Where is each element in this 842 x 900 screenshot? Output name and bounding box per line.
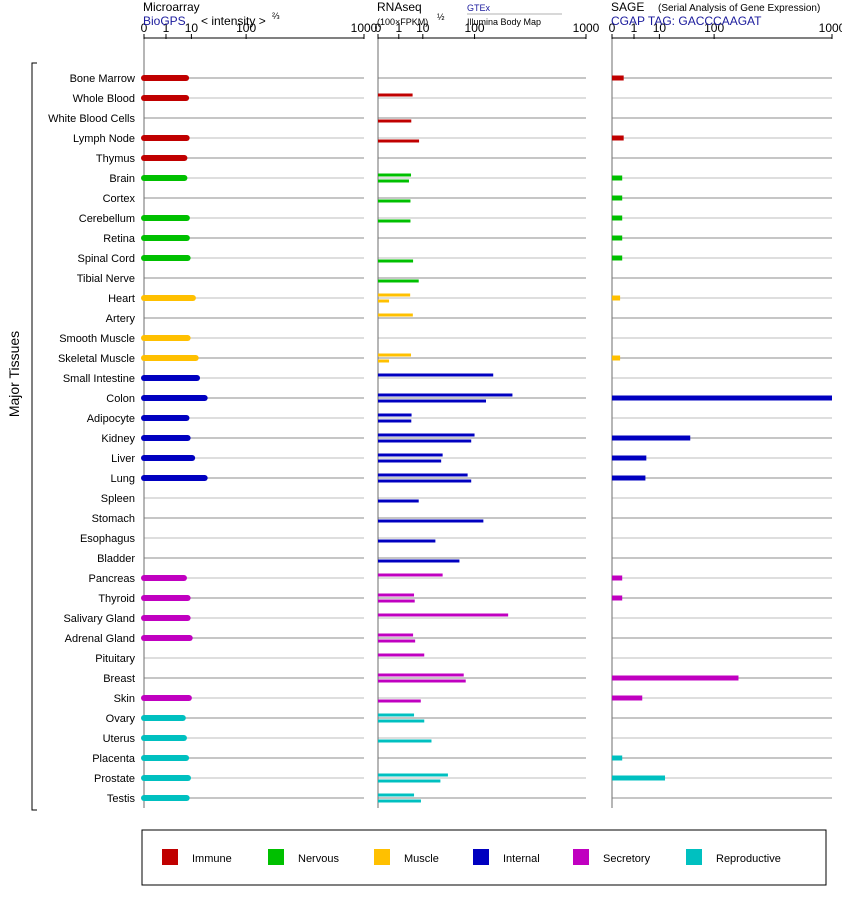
sage-header: SAGE (Serial Analysis of Gene Expression…	[611, 0, 820, 28]
tissue-label: Brain	[109, 173, 135, 185]
tick-label: 0	[375, 21, 382, 35]
tissue-label: Skeletal Muscle	[58, 353, 135, 365]
tissue-label: Spleen	[101, 493, 135, 505]
tissue-label: Liver	[111, 453, 135, 465]
legend-label: Reproductive	[716, 853, 781, 865]
legend-label: Immune	[192, 853, 232, 865]
tissue-label: Tibial Nerve	[77, 273, 135, 285]
y-axis-bracket	[31, 62, 37, 811]
tissue-label: Breast	[103, 673, 135, 685]
tick-label: 10	[653, 21, 667, 35]
legend-swatch	[162, 849, 178, 865]
tick-label: 100	[465, 21, 485, 35]
rnaseq-gtex-label: GTEx	[467, 3, 491, 13]
microarray-exponent: ⅔	[272, 11, 280, 21]
tissue-label: Smooth Muscle	[59, 333, 135, 345]
tissue-label: Pituitary	[95, 653, 135, 665]
tick-label: 100	[704, 21, 724, 35]
panels-layer: Bone Marrow Whole Blood White Blood Cells L…	[48, 21, 842, 808]
tissue-label: Cortex	[103, 193, 136, 205]
legend-swatch	[573, 849, 589, 865]
rnaseq-exponent: ½	[437, 12, 445, 22]
tissue-label: Whole Blood	[73, 93, 135, 105]
legend-swatch	[374, 849, 390, 865]
legend-swatch	[268, 849, 284, 865]
tissue-label: Bladder	[97, 553, 135, 565]
microarray-header: Microarray BioGPS < intensity > ⅔	[143, 0, 280, 28]
tissue-label: Thyroid	[98, 593, 135, 605]
tissue-label: Esophagus	[80, 533, 136, 545]
tissue-label: White Blood Cells	[48, 113, 135, 125]
tissue-label: Skin	[114, 693, 135, 705]
tissue-label: Uterus	[103, 733, 136, 745]
tissue-label: Spinal Cord	[78, 253, 135, 265]
legend-label: Secretory	[603, 853, 651, 865]
rnaseq-units: (100×FPKM)	[377, 17, 428, 27]
tissue-label: Pancreas	[89, 573, 136, 585]
tissue-label: Adrenal Gland	[65, 633, 135, 645]
rnaseq-panel: 0 1 10 100 1000	[375, 21, 600, 808]
sage-title-extra: (Serial Analysis of Gene Expression)	[658, 3, 820, 14]
tick-label: 0	[141, 21, 148, 35]
tick-label: 100	[236, 21, 256, 35]
legend-label: Muscle	[404, 853, 439, 865]
legend-swatch	[473, 849, 489, 865]
microarray-intensity-label: < intensity >	[201, 14, 266, 28]
tissue-label: Small Intestine	[63, 373, 135, 385]
tissue-label: Adipocyte	[87, 413, 135, 425]
tissue-label: Retina	[103, 233, 136, 245]
tissue-label: Thymus	[96, 153, 136, 165]
tick-label: 1000	[351, 21, 378, 35]
tissue-label: Bone Marrow	[70, 73, 135, 85]
tissue-label: Salivary Gland	[63, 613, 135, 625]
tissue-label: Stomach	[92, 513, 135, 525]
tick-label: 10	[185, 21, 199, 35]
tissue-label: Heart	[108, 293, 135, 305]
tick-label: 0	[609, 21, 616, 35]
sage-cgap-tag: CGAP TAG: GACCCAAGAT	[611, 14, 762, 28]
microarray-panel: 0 1 10 100 1000	[141, 21, 378, 808]
tick-label: 1	[395, 21, 402, 35]
legend-swatch	[686, 849, 702, 865]
tick-label: 1	[163, 21, 170, 35]
rnaseq-ibm-label: Illumina Body Map	[467, 17, 541, 27]
rnaseq-title: RNAseq	[377, 0, 422, 14]
tissue-label: Testis	[107, 793, 136, 805]
legend: Immune Nervous Muscle Internal Secretory Repr…	[162, 849, 781, 865]
tissue-label: Ovary	[106, 713, 136, 725]
tissue-label: Kidney	[101, 433, 135, 445]
tick-label: 1000	[573, 21, 600, 35]
legend-label: Nervous	[298, 853, 339, 865]
tissue-label: Colon	[106, 393, 135, 405]
tissue-label: Cerebellum	[79, 213, 135, 225]
tick-label: 1000	[819, 21, 842, 35]
tissue-label: Artery	[106, 313, 136, 325]
y-axis-label: Major Tissues	[6, 331, 22, 417]
legend-label: Internal	[503, 853, 540, 865]
tissue-label: Lung	[111, 473, 135, 485]
rnaseq-header: RNAseq (100×FPKM) ½ GTEx Illumina Body M…	[377, 0, 562, 27]
tick-label: 1	[631, 21, 638, 35]
tissue-label: Prostate	[94, 773, 135, 785]
tissue-label: Lymph Node	[73, 133, 135, 145]
microarray-subtitle: BioGPS	[143, 14, 186, 28]
sage-panel: 0 1 10 100 1000	[609, 21, 842, 808]
microarray-title: Microarray	[143, 0, 200, 14]
tissue-label: Placenta	[92, 753, 136, 765]
tick-label: 10	[416, 21, 430, 35]
sage-title: SAGE	[611, 0, 644, 14]
